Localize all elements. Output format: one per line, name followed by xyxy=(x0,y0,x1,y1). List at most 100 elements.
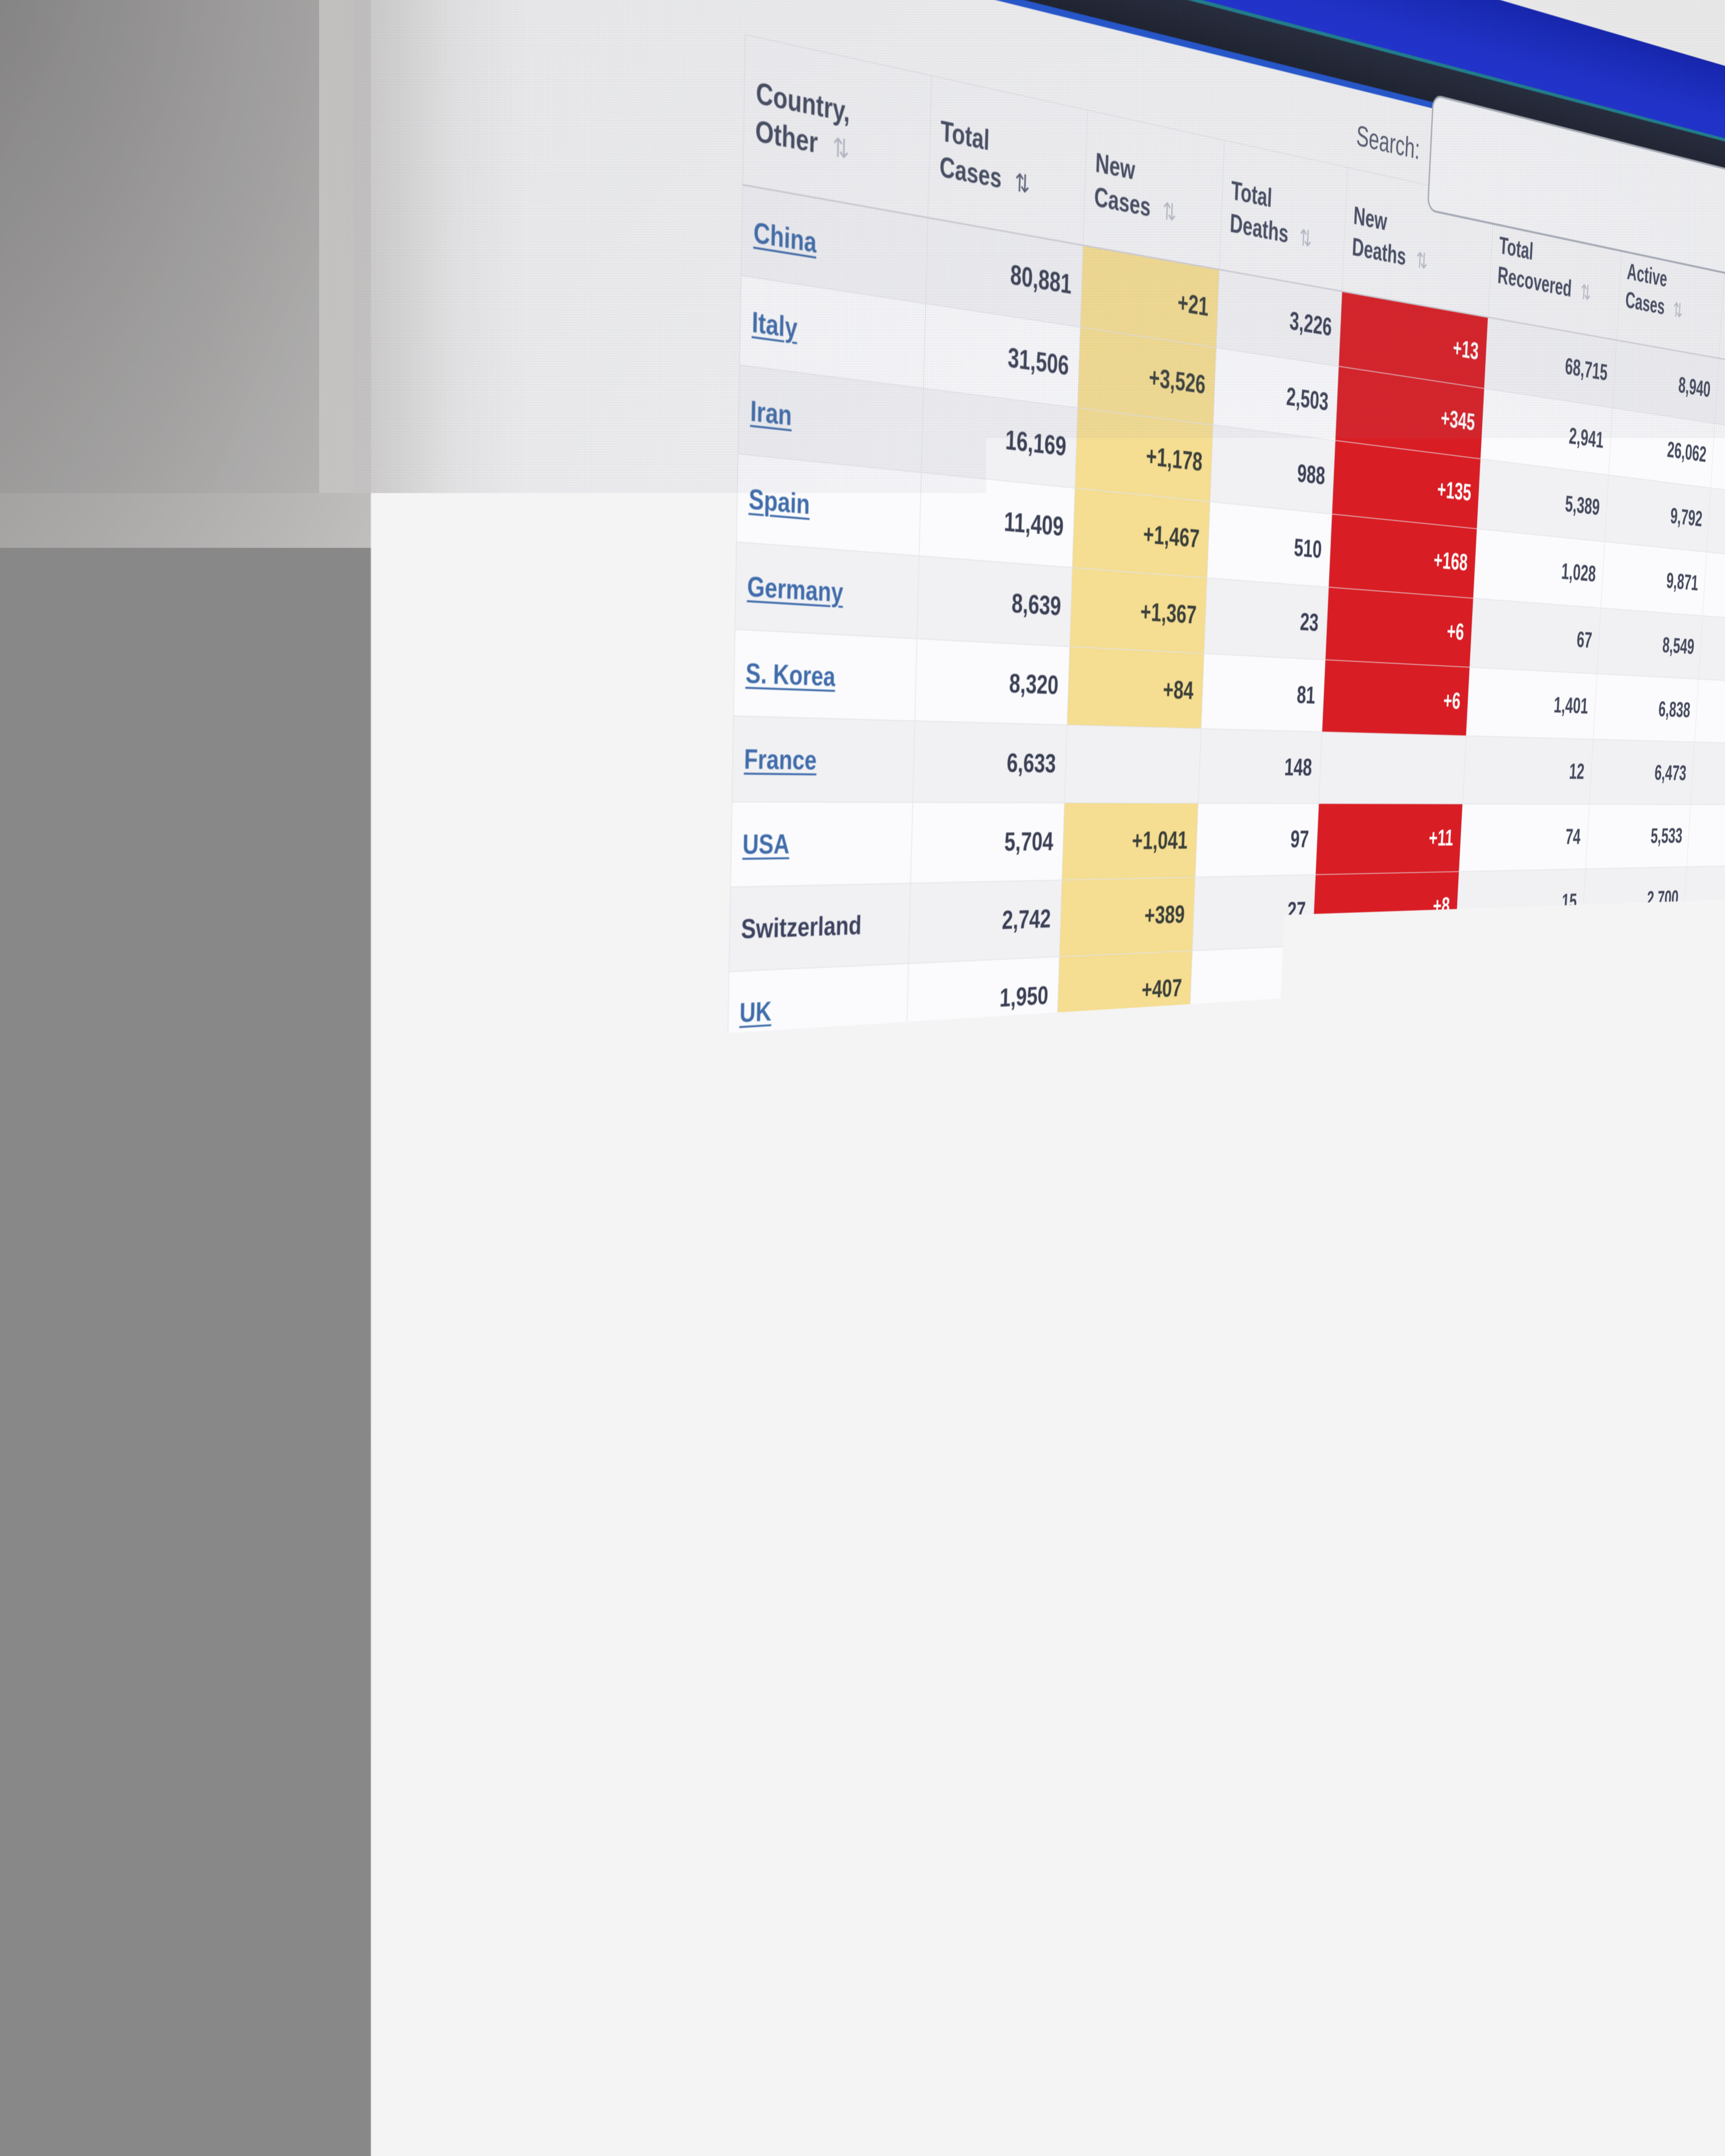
country-link: Netherlands xyxy=(738,1072,863,1111)
total-deaths-cell: 71 xyxy=(1189,945,1312,1024)
new-deaths-cell: +16 xyxy=(1309,939,1456,1015)
serious-critical-cell: 45 xyxy=(1675,984,1725,1051)
serious-critical-cell: 12 xyxy=(1687,805,1725,867)
serious-critical-cell xyxy=(1683,865,1725,929)
serious-critical-cell: 400 xyxy=(1690,742,1725,805)
search-label: Search: xyxy=(1355,119,1421,166)
active-cases-cell: 9,871 xyxy=(1601,542,1706,616)
total-deaths-cell: 27 xyxy=(1192,874,1316,950)
country-link[interactable]: Iran xyxy=(750,395,792,432)
total-recovered-cell: 52 xyxy=(1452,933,1582,1006)
sort-icon[interactable]: ⇅ xyxy=(1415,248,1428,274)
country-link[interactable]: Diamond Princess xyxy=(728,1611,819,1689)
total-deaths-cell: 81 xyxy=(1201,654,1325,732)
sort-icon[interactable]: ⇅ xyxy=(1014,168,1030,199)
total-deaths-cell: 510 xyxy=(1207,502,1332,587)
webpage: Search: Country, Other ⇅ Total Cases ⇅ New Ca… xyxy=(371,0,1725,2156)
country-cell: Switzerland xyxy=(729,883,911,971)
serious-critical-cell: 27 xyxy=(1671,1043,1725,1112)
new-cases-cell: +84 xyxy=(1067,647,1204,729)
country-link[interactable]: Italy xyxy=(752,306,798,344)
active-cases-cell: 6,473 xyxy=(1589,739,1694,804)
active-cases-cell: 9,792 xyxy=(1605,475,1711,552)
total-cases-cell: 8,320 xyxy=(915,639,1070,725)
country-cell: UK xyxy=(728,964,908,1056)
country-link: Norway xyxy=(736,1156,815,1194)
total-deaths-cell: 988 xyxy=(1210,425,1335,514)
column-header-deaths[interactable]: Total Deaths ⇅ xyxy=(1219,140,1348,291)
country-link: Qatar xyxy=(721,2012,777,2059)
country-link: Sweden xyxy=(732,1395,813,1437)
monitor-screen: gy/ ( × Chocolat Search: xyxy=(371,0,1725,2156)
total-cases-cell: 5,704 xyxy=(910,802,1064,884)
total-cases-cell: 6,633 xyxy=(913,721,1067,803)
total-recovered-cell: 74 xyxy=(1459,804,1589,871)
country-link: Greece xyxy=(718,2154,789,2156)
country-cell: Germany xyxy=(735,542,919,639)
new-deaths-cell: +6 xyxy=(1322,660,1470,736)
serious-critical-cell: 563 xyxy=(1703,552,1725,623)
total-recovered-cell: 1,401 xyxy=(1466,667,1597,739)
country-cell: USA xyxy=(731,802,913,887)
country-link: Belgium xyxy=(734,1315,819,1356)
table-body: China80,881+213,226+1368,7158,9403,226It… xyxy=(702,185,1725,2156)
sort-icon[interactable]: ⇅ xyxy=(1162,197,1177,227)
total-deaths-cell: 43 xyxy=(1186,1015,1309,1096)
country-link: Czechia xyxy=(720,2078,799,2134)
country-link[interactable]: France xyxy=(744,743,817,775)
country-link[interactable]: Spain xyxy=(749,483,810,520)
new-cases-cell xyxy=(1064,725,1201,803)
total-cases-cell: 1,950 xyxy=(906,957,1060,1044)
country-cell: France xyxy=(732,716,915,802)
total-cases-cell: 1,705 xyxy=(904,1033,1057,1122)
total-recovered-cell: 67 xyxy=(1470,598,1601,674)
serious-critical-cell: 2 xyxy=(1699,616,1725,684)
new-cases-cell: +389 xyxy=(1060,877,1195,956)
serious-critical-cell: 12 xyxy=(1668,1101,1725,1172)
active-cases-cell: 2,700 xyxy=(1582,867,1687,933)
country-cell: S. Korea xyxy=(734,629,917,721)
new-deaths-cell: +168 xyxy=(1329,514,1477,598)
total-recovered-cell: 12 xyxy=(1463,736,1593,804)
total-deaths-cell: 148 xyxy=(1198,729,1322,804)
country-link: Portugal xyxy=(722,1928,808,1983)
total-cases-cell: 2,742 xyxy=(908,880,1062,964)
country-link[interactable]: China xyxy=(753,216,817,259)
country-link: Denmark xyxy=(731,1471,822,1517)
new-cases-cell: +407 xyxy=(1057,951,1192,1033)
sort-icon[interactable]: ⇅ xyxy=(1580,280,1591,305)
total-cases-cell: 11,409 xyxy=(919,473,1075,568)
sort-icon[interactable]: ⇅ xyxy=(1672,298,1684,323)
active-cases-cell: 1,448 xyxy=(1571,1051,1675,1124)
total-cases-cell: 8,639 xyxy=(917,556,1073,646)
country-link[interactable]: S. Korea xyxy=(745,658,835,692)
active-cases-cell: 5,533 xyxy=(1586,804,1691,869)
country-link[interactable]: Germany xyxy=(747,570,844,608)
country-link: Malaysia xyxy=(726,1702,815,1753)
active-cases-cell: 1,660 xyxy=(1574,990,1679,1060)
country-link: Switzerland xyxy=(741,910,862,944)
new-deaths-cell xyxy=(1319,732,1466,804)
total-deaths-cell: 97 xyxy=(1195,803,1319,877)
active-cases-cell: 1,827 xyxy=(1578,928,1683,997)
new-cases-cell: +1,467 xyxy=(1073,488,1211,578)
country-link[interactable]: USA xyxy=(742,829,790,860)
new-cases-cell: +1,041 xyxy=(1062,803,1198,880)
serious-critical-cell: 20 xyxy=(1679,924,1725,990)
new-deaths-cell: +11 xyxy=(1315,803,1462,874)
sort-icon[interactable]: ⇅ xyxy=(832,132,850,165)
new-cases-cell: +1,367 xyxy=(1070,567,1207,653)
country-link: Canada xyxy=(724,1856,800,1907)
new-deaths-cell: +19 xyxy=(1306,1006,1452,1085)
country-link: Japan xyxy=(729,1554,792,1596)
serious-critical-cell: 59 xyxy=(1695,679,1725,745)
photo-of-monitor: gy/ ( × Chocolat Search: xyxy=(0,0,1725,2156)
total-recovered-cell: 15 xyxy=(1455,869,1585,939)
active-cases-cell: 8,549 xyxy=(1597,608,1703,679)
sort-icon[interactable]: ⇅ xyxy=(1298,224,1312,252)
country-link[interactable]: UK xyxy=(739,996,772,1028)
country-link: Austria xyxy=(735,1237,810,1275)
wall-screen-defocus-edge xyxy=(319,0,526,2156)
country-link: Australia xyxy=(725,1777,815,1830)
new-deaths-cell: +8 xyxy=(1312,871,1459,945)
